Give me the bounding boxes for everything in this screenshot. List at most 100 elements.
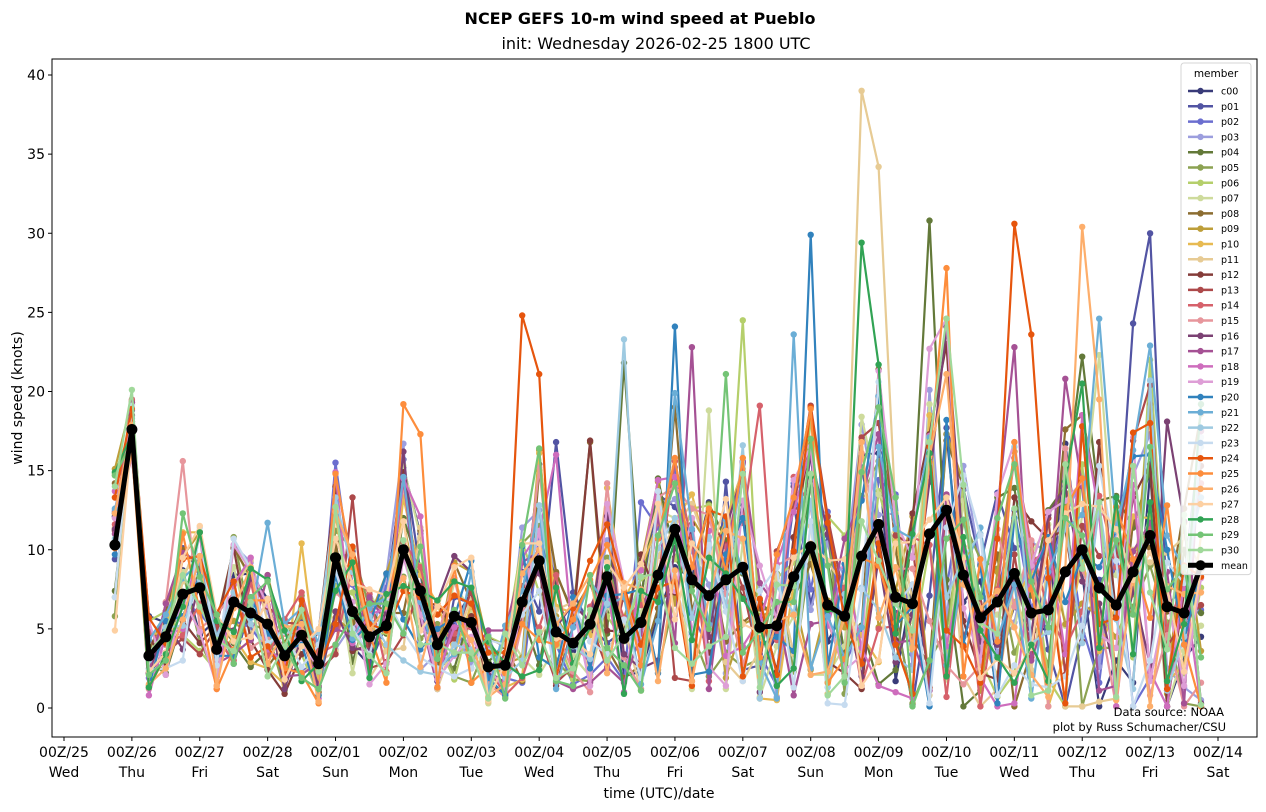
- x-tick-label-time: 00Z/26: [107, 745, 157, 761]
- legend-label: p08: [1221, 209, 1239, 220]
- data-point: [654, 476, 662, 484]
- data-point: [1062, 598, 1069, 606]
- data-point: [213, 682, 220, 689]
- data-point: [875, 404, 882, 411]
- data-point: [773, 695, 780, 702]
- data-point: [603, 670, 611, 677]
- data-point: [298, 606, 305, 614]
- data-point: [722, 682, 730, 689]
- legend-label: p01: [1221, 102, 1239, 113]
- legend-label: p22: [1221, 423, 1239, 434]
- data-point: [807, 586, 814, 593]
- legend-label: p03: [1221, 132, 1239, 143]
- legend-swatch-marker: [1197, 317, 1204, 324]
- data-point: [1079, 353, 1086, 360]
- data-point: [858, 239, 865, 246]
- y-axis: 0 5 10 15 20 25 30 35 40: [27, 68, 52, 717]
- data-point: [1113, 703, 1120, 710]
- data-point: [892, 494, 899, 501]
- data-point: [1079, 532, 1086, 539]
- data-point: [1028, 518, 1035, 525]
- data-point: [196, 552, 203, 560]
- data-point: [790, 508, 797, 515]
- data-point: [994, 638, 1001, 645]
- x-tick-label-time: 00Z/27: [175, 745, 225, 761]
- data-point: [994, 514, 1001, 522]
- data-point: [536, 628, 543, 636]
- data-point: [586, 651, 594, 658]
- data-point: [1163, 703, 1171, 710]
- data-point: [1163, 559, 1171, 566]
- data-point: [536, 587, 543, 595]
- data-point: [536, 540, 543, 547]
- data-point: [281, 676, 288, 683]
- data-point: [1045, 575, 1052, 582]
- legend-item-p02: p02: [1188, 117, 1239, 128]
- data-point: [960, 673, 967, 680]
- data-point: [671, 480, 679, 487]
- legend-swatch-marker: [1197, 516, 1204, 523]
- data-point: [875, 163, 882, 170]
- data-point: [1146, 377, 1154, 384]
- data-point: [1163, 418, 1171, 425]
- data-point: [1096, 396, 1103, 403]
- data-point: [519, 312, 526, 319]
- mean-data-point: [957, 569, 969, 581]
- data-point: [349, 644, 356, 652]
- legend-item-p04: p04: [1188, 148, 1239, 159]
- x-tick-label-day: Wed: [49, 765, 80, 781]
- legend-item-p20: p20: [1188, 393, 1239, 404]
- data-point: [298, 589, 305, 596]
- data-point: [451, 578, 458, 585]
- data-point: [1062, 375, 1069, 382]
- data-point: [1045, 703, 1052, 710]
- data-point: [875, 443, 882, 451]
- data-point: [552, 674, 560, 682]
- data-point: [926, 617, 933, 625]
- legend-item-p14: p14: [1188, 301, 1239, 312]
- data-point: [688, 677, 696, 685]
- legend-item-p30: p30: [1188, 546, 1239, 557]
- legend-swatch-marker: [1197, 302, 1204, 309]
- mean-data-point: [635, 617, 647, 628]
- data-point: [603, 627, 611, 634]
- data-point: [128, 386, 136, 394]
- y-tick-label: 5: [36, 622, 45, 638]
- mean-data-point: [805, 541, 817, 553]
- legend-label: p11: [1221, 255, 1239, 266]
- legend-item-p27: p27: [1188, 500, 1239, 511]
- data-point: [247, 565, 254, 572]
- data-point: [1096, 462, 1103, 470]
- mean-data-point: [822, 599, 834, 611]
- data-point: [739, 442, 746, 449]
- data-point: [586, 689, 594, 696]
- data-point: [400, 518, 407, 525]
- data-point: [451, 552, 458, 560]
- data-point: [620, 584, 628, 591]
- data-point: [111, 551, 119, 558]
- mean-data-point: [499, 659, 511, 671]
- x-tick-label-day: Sat: [731, 765, 754, 781]
- legend-label: mean: [1221, 561, 1248, 572]
- data-point: [1129, 651, 1137, 658]
- legend-label: p30: [1221, 546, 1239, 557]
- mean-data-point: [194, 582, 206, 594]
- data-point: [179, 632, 186, 639]
- data-point: [1062, 445, 1069, 452]
- data-point: [688, 540, 696, 547]
- data-point: [977, 556, 984, 563]
- data-point: [637, 687, 645, 694]
- data-point: [1079, 475, 1086, 482]
- data-point: [926, 592, 933, 599]
- legend-swatch-marker: [1197, 363, 1204, 370]
- data-point: [1146, 443, 1154, 451]
- data-point: [1163, 677, 1171, 685]
- data-point: [858, 586, 865, 593]
- data-point: [1129, 556, 1137, 563]
- data-point: [1129, 462, 1137, 470]
- data-point: [264, 571, 271, 579]
- data-point: [858, 87, 865, 95]
- data-point: [298, 643, 305, 650]
- data-point: [1079, 522, 1086, 530]
- data-point: [705, 541, 713, 549]
